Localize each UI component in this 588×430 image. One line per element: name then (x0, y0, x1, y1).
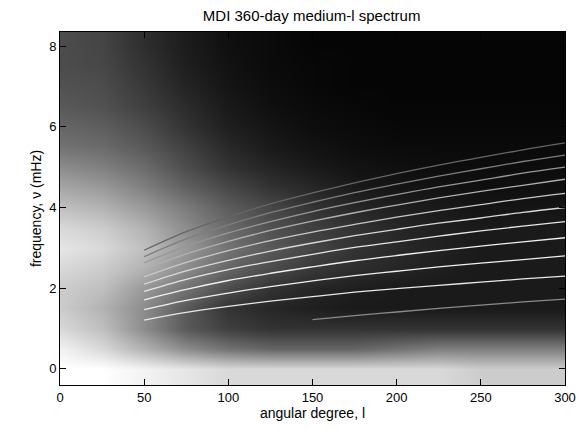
svg-text:4: 4 (49, 200, 56, 215)
svg-text:angular degree, l: angular degree, l (260, 405, 365, 421)
svg-text:250: 250 (470, 390, 492, 405)
svg-text:100: 100 (217, 390, 239, 405)
svg-text:8: 8 (49, 39, 56, 54)
svg-text:0: 0 (49, 361, 56, 376)
svg-text:0: 0 (56, 390, 63, 405)
svg-text:200: 200 (386, 390, 408, 405)
svg-text:150: 150 (302, 390, 324, 405)
svg-text:6: 6 (49, 119, 56, 134)
svg-text:frequency, ν (mHz): frequency, ν (mHz) (28, 150, 44, 267)
svg-text:MDI 360-day medium-l spectrum: MDI 360-day medium-l spectrum (203, 7, 421, 24)
svg-text:300: 300 (554, 390, 576, 405)
svg-text:50: 50 (137, 390, 151, 405)
svg-text:2: 2 (49, 281, 56, 296)
